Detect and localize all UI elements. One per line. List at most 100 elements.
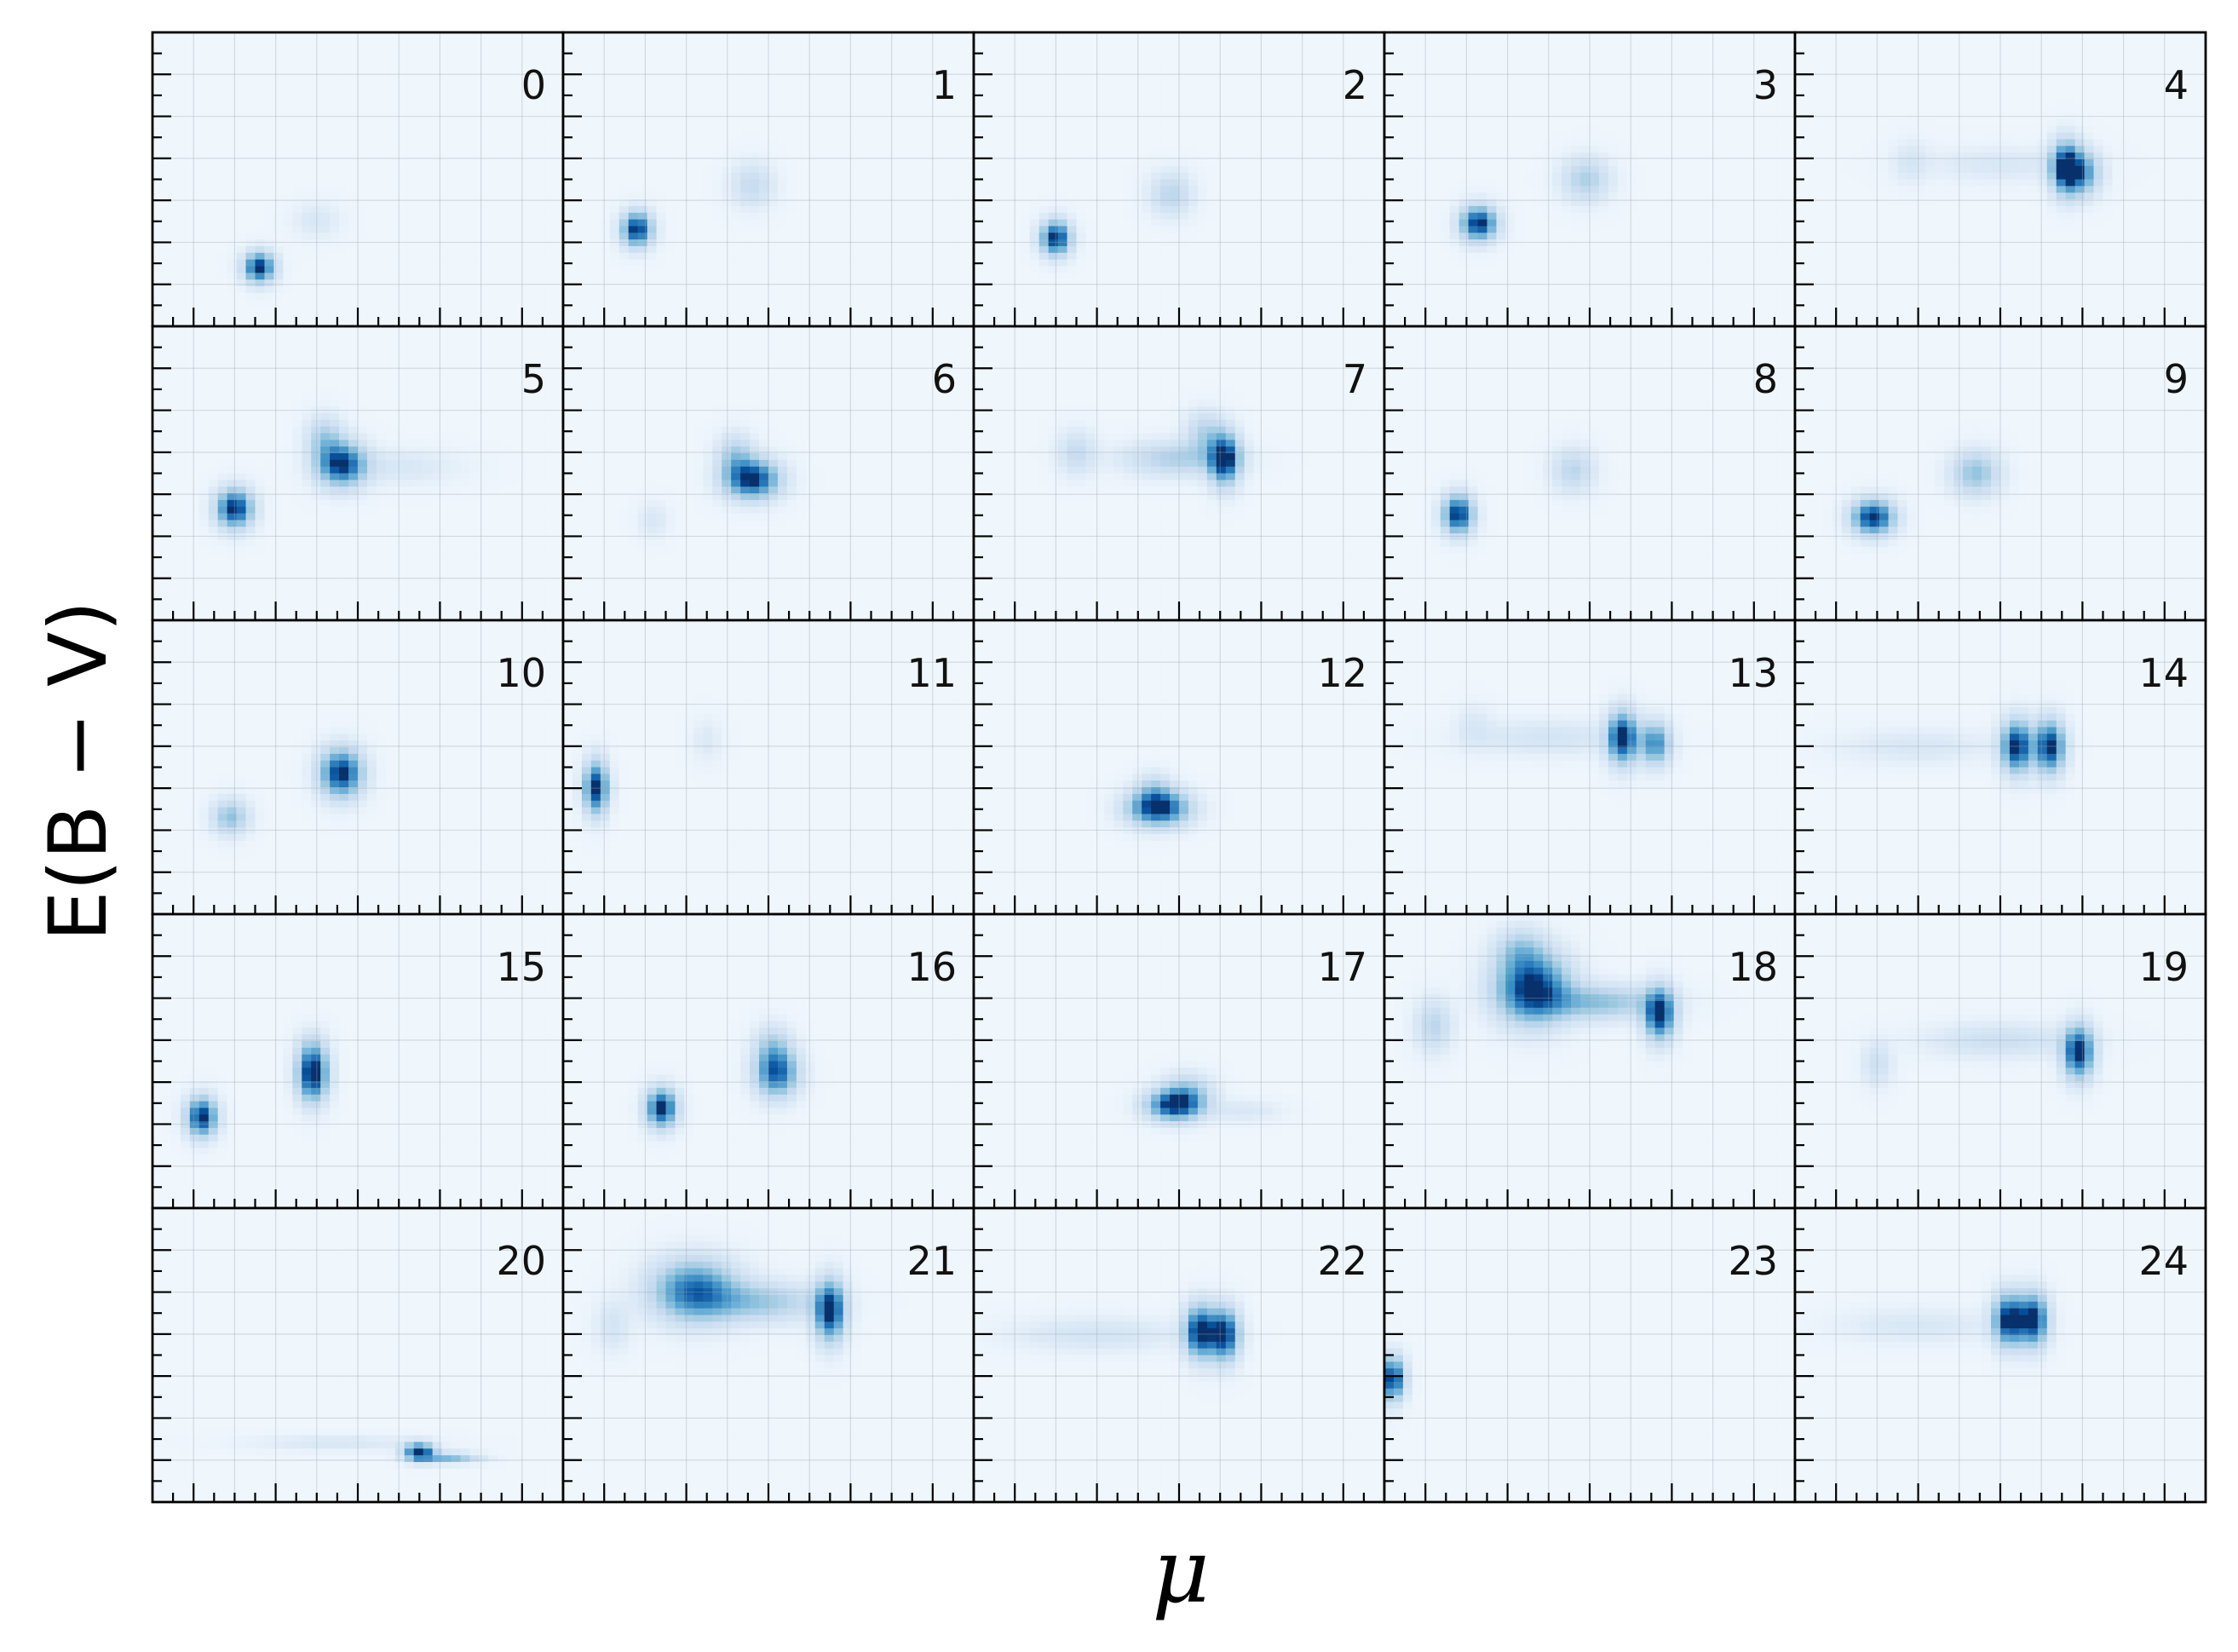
density-cell — [236, 139, 247, 147]
density-cell — [1170, 306, 1180, 314]
density-cell — [255, 199, 266, 207]
density-cell — [918, 306, 928, 314]
density-cell — [469, 313, 480, 320]
density-cell — [208, 72, 219, 80]
density-cell — [302, 179, 312, 187]
density-cell — [516, 45, 526, 54]
density-cell — [488, 259, 498, 268]
density-cell — [805, 158, 816, 167]
density-cell — [535, 165, 545, 174]
density-cell — [777, 32, 788, 40]
density-cell — [460, 85, 471, 94]
density-cell — [814, 193, 826, 200]
density-cell — [656, 52, 667, 60]
density-cell — [843, 45, 854, 54]
density-cell — [675, 252, 685, 261]
density-cell — [170, 292, 181, 301]
density-cell — [227, 92, 238, 101]
density-cell — [1048, 273, 1059, 280]
density-cell — [833, 212, 844, 221]
density-cell — [507, 59, 517, 66]
density-cell — [796, 205, 807, 214]
density-cell — [302, 199, 312, 207]
density-cell — [1076, 319, 1087, 326]
density-cell — [413, 266, 424, 273]
density-cell — [1076, 146, 1087, 153]
density-cell — [376, 172, 387, 181]
density-cell — [180, 205, 191, 214]
density-cell — [618, 233, 630, 240]
density-cell — [843, 99, 854, 106]
density-cell — [722, 219, 732, 227]
density-cell — [469, 146, 480, 153]
density-cell — [180, 219, 191, 227]
density-cell — [217, 186, 228, 193]
density-cell — [1048, 292, 1059, 301]
density-cell — [1038, 139, 1050, 147]
density-cell — [479, 32, 489, 40]
density-cell — [469, 199, 480, 207]
density-cell — [609, 118, 620, 127]
density-cell — [1057, 118, 1068, 127]
density-cell — [843, 205, 854, 214]
density-cell — [385, 186, 396, 193]
density-cell — [469, 72, 480, 80]
density-cell — [292, 219, 302, 227]
density-cell — [217, 266, 228, 273]
density-cell — [1170, 205, 1180, 214]
density-cell — [628, 118, 639, 127]
density-cell — [665, 66, 676, 73]
density-cell — [684, 266, 694, 273]
density-cell — [198, 52, 210, 60]
density-cell — [516, 292, 526, 301]
density-cell — [759, 112, 769, 120]
density-cell — [1010, 239, 1021, 247]
density-cell — [824, 139, 835, 147]
density-cell — [404, 139, 415, 147]
density-cell — [498, 38, 508, 47]
density-cell — [927, 273, 937, 280]
density-cell — [777, 239, 788, 247]
density-cell — [1151, 233, 1161, 240]
density-cell — [554, 38, 563, 47]
density-cell — [255, 85, 266, 94]
density-cell — [1113, 193, 1124, 200]
density-cell — [908, 45, 918, 54]
density-cell — [255, 212, 266, 221]
density-cell — [722, 252, 732, 261]
density-cell — [852, 38, 863, 47]
density-cell — [982, 106, 993, 113]
density-cell — [955, 172, 965, 181]
density-cell — [180, 273, 191, 280]
density-cell — [899, 179, 909, 187]
density-cell — [833, 85, 844, 94]
density-cell — [554, 52, 563, 60]
density-cell — [404, 285, 415, 294]
density-cell — [675, 205, 685, 214]
density-cell — [236, 279, 247, 287]
density-cell — [927, 112, 937, 120]
density-cell — [880, 85, 890, 94]
density-cell — [563, 205, 573, 214]
density-cell — [1020, 306, 1031, 314]
density-cell — [292, 179, 302, 187]
density-cell — [703, 186, 713, 193]
density-cell — [936, 313, 946, 320]
density-cell — [358, 199, 368, 207]
density-cell — [1001, 239, 1012, 247]
density-cell — [628, 66, 639, 73]
density-cell — [292, 85, 302, 94]
density-cell — [609, 205, 620, 214]
density-cell — [731, 233, 741, 240]
density-cell — [311, 118, 321, 127]
density-cell — [992, 245, 1003, 254]
density-cell — [1029, 219, 1040, 227]
density-cell — [852, 252, 863, 261]
density-cell — [1067, 233, 1078, 240]
density-cell — [731, 85, 741, 94]
density-cell — [376, 85, 387, 94]
density-cell — [889, 245, 900, 254]
density-cell — [927, 38, 937, 47]
density-cell — [759, 45, 769, 54]
density-cell — [703, 212, 713, 221]
